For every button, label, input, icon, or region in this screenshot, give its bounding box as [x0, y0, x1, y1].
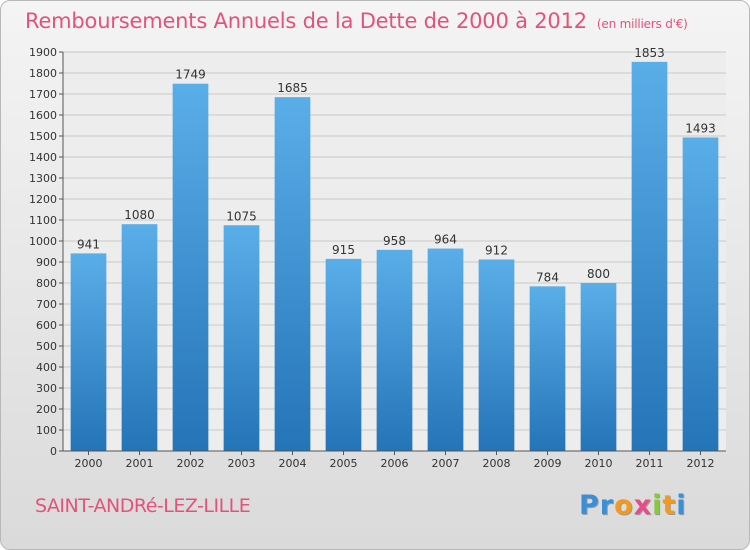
- chart-subtitle: (en milliers d'€): [596, 17, 688, 31]
- x-tick-label: 2008: [483, 457, 511, 470]
- y-tick-label: 1900: [29, 46, 57, 59]
- y-tick-label: 700: [36, 298, 57, 311]
- logo-letter: o: [614, 490, 634, 521]
- y-tick-label: 600: [36, 319, 57, 332]
- y-tick-label: 1800: [29, 67, 57, 80]
- bar: [478, 259, 515, 451]
- bar: [121, 224, 158, 451]
- bar-value-label: 1685: [277, 81, 308, 95]
- bar-value-label: 1075: [226, 209, 257, 223]
- bar: [70, 253, 107, 451]
- logo-letter: r: [599, 490, 615, 521]
- y-tick-label: 1500: [29, 130, 57, 143]
- y-tick-label: 1300: [29, 172, 57, 185]
- bar-value-label: 941: [77, 237, 100, 251]
- x-tick-label: 2010: [585, 457, 613, 470]
- bar-value-label: 784: [536, 270, 559, 284]
- logo-letter: x: [633, 490, 653, 521]
- y-tick-label: 1700: [29, 88, 57, 101]
- y-tick-label: 400: [36, 361, 57, 374]
- city-name: SAINT-ANDRé-LEZ-LILLE: [35, 495, 251, 517]
- x-tick-label: 2001: [126, 457, 154, 470]
- y-tick-label: 900: [36, 256, 57, 269]
- bar-value-label: 958: [383, 234, 406, 248]
- chart-title-row: Remboursements Annuels de la Dette de 20…: [25, 9, 688, 33]
- bar: [580, 283, 617, 451]
- x-tick-label: 2003: [228, 457, 256, 470]
- x-tick-label: 2009: [534, 457, 562, 470]
- x-tick-label: 2000: [75, 457, 103, 470]
- bar: [682, 137, 719, 451]
- bar: [376, 249, 413, 451]
- bar-value-label: 915: [332, 243, 355, 257]
- bar: [172, 83, 209, 452]
- bar: [325, 258, 362, 451]
- y-axis: 0 100 200 300 400 500 600 700 800 900 1000 1100 1200…: [29, 46, 64, 458]
- bar: [223, 225, 260, 451]
- x-tick-label: 2012: [687, 457, 715, 470]
- logo-letter: i: [676, 490, 687, 521]
- bar-value-label: 1749: [175, 68, 206, 82]
- chart-bars: 941 1080 1749 1075 1685 915 958 964 912 784 800 185…: [70, 46, 719, 452]
- chart-title: Remboursements Annuels de la Dette de 20…: [25, 9, 587, 33]
- logo-letter: i: [652, 490, 663, 521]
- logo-letter: t: [662, 490, 677, 521]
- y-tick-label: 500: [36, 340, 57, 353]
- x-tick-label: 2006: [381, 457, 409, 470]
- y-tick-label: 1600: [29, 109, 57, 122]
- y-tick-label: 300: [36, 382, 57, 395]
- y-tick-label: 1100: [29, 214, 57, 227]
- y-tick-label: 1400: [29, 151, 57, 164]
- bar: [631, 61, 668, 452]
- logo-letter: P: [579, 490, 600, 521]
- bar: [274, 97, 311, 452]
- bar-value-label: 964: [434, 233, 457, 247]
- x-tick-label: 2004: [279, 457, 307, 470]
- y-tick-label: 0: [50, 445, 57, 458]
- x-axis: 2000 2001 2002 2003 2004 2005 2006 2007 2008 2009…: [63, 450, 726, 470]
- bar-value-label: 1080: [124, 208, 155, 222]
- y-tick-label: 800: [36, 277, 57, 290]
- y-tick-label: 1200: [29, 193, 57, 206]
- y-tick-label: 1000: [29, 235, 57, 248]
- bar-value-label: 912: [485, 243, 508, 257]
- bar: [529, 286, 566, 451]
- bar-value-label: 1853: [634, 46, 665, 60]
- x-tick-label: 2005: [330, 457, 358, 470]
- y-tick-label: 100: [36, 424, 57, 437]
- x-tick-label: 2007: [432, 457, 460, 470]
- x-tick-label: 2011: [636, 457, 664, 470]
- bar-value-label: 800: [587, 267, 610, 281]
- y-tick-label: 200: [36, 403, 57, 416]
- bar-value-label: 1493: [685, 121, 716, 135]
- bar: [427, 248, 464, 451]
- x-tick-label: 2002: [177, 457, 205, 470]
- proxiti-logo: Proxiti: [579, 490, 687, 521]
